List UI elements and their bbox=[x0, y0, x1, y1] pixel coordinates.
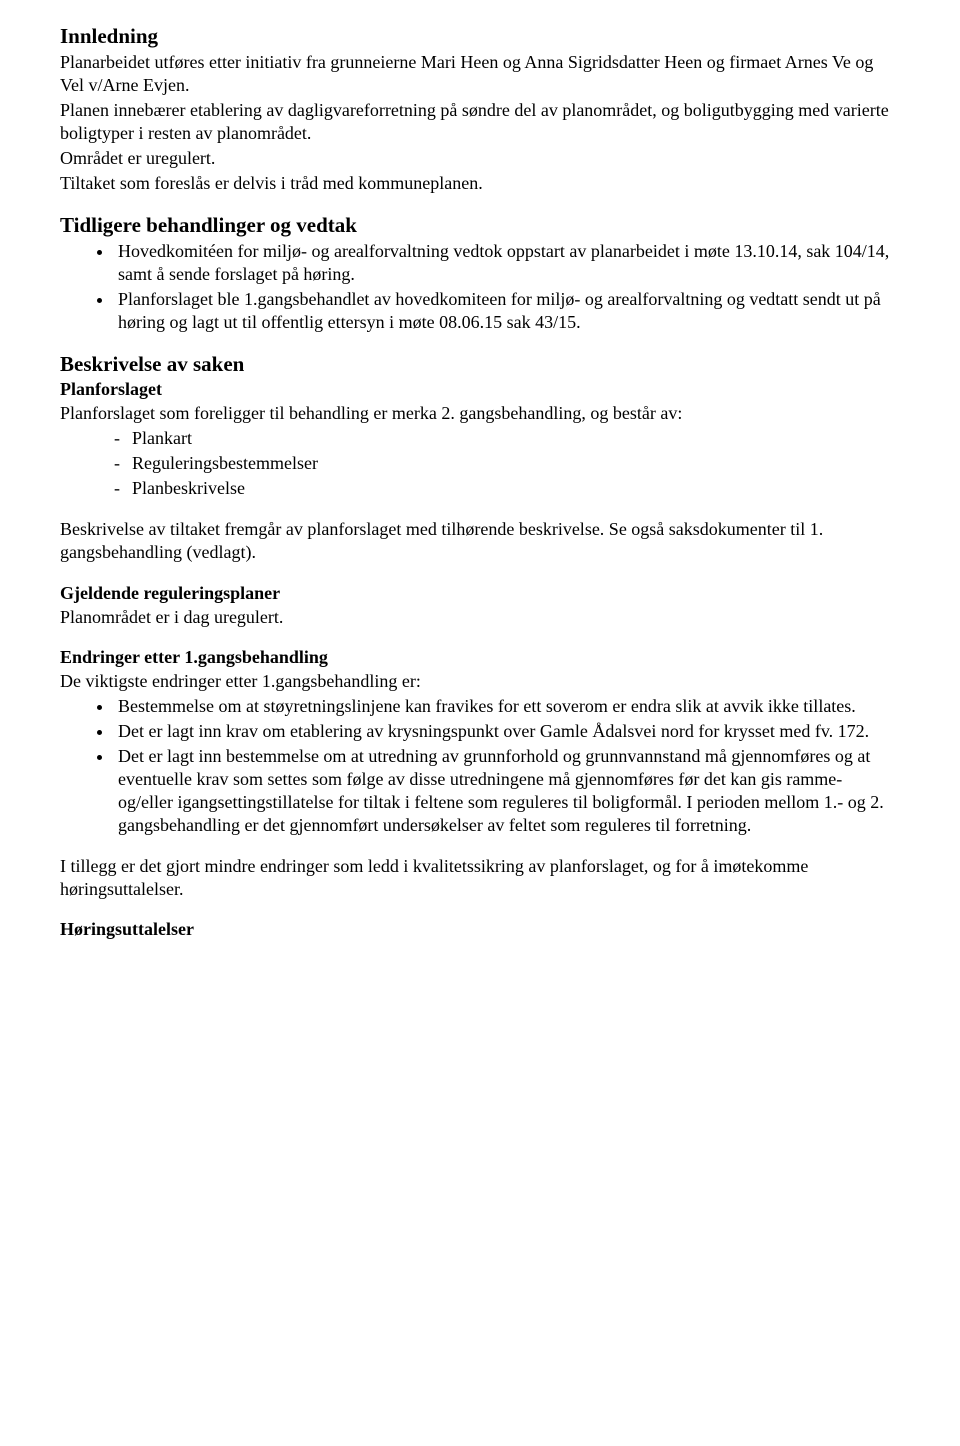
tillegg-paragraph: I tillegg er det gjort mindre endringer … bbox=[60, 855, 900, 901]
innledning-heading: Innledning bbox=[60, 24, 900, 49]
endringer-list: Bestemmelse om at støyretningslinjene ka… bbox=[60, 695, 900, 837]
beskrivelse-heading: Beskrivelse av saken bbox=[60, 352, 900, 377]
endringer-item: Bestemmelse om at støyretningslinjene ka… bbox=[114, 695, 900, 718]
gjeldende-paragraph: Planområdet er i dag uregulert. bbox=[60, 606, 900, 629]
tiltak-block: Beskrivelse av tiltaket fremgår av planf… bbox=[60, 518, 900, 564]
endringer-intro: De viktigste endringer etter 1.gangsbeha… bbox=[60, 670, 900, 693]
innledning-block: Planarbeidet utføres etter initiativ fra… bbox=[60, 51, 900, 195]
tillegg-block: I tillegg er det gjort mindre endringer … bbox=[60, 855, 900, 901]
innledning-p3: Området er uregulert. bbox=[60, 147, 900, 170]
endringer-heading: Endringer etter 1.gangsbehandling bbox=[60, 647, 900, 668]
planforslaget-intro: Planforslaget som foreligger til behandl… bbox=[60, 402, 900, 425]
planforslaget-item: Plankart bbox=[114, 427, 900, 450]
gjeldende-heading: Gjeldende reguleringsplaner bbox=[60, 583, 900, 604]
planforslaget-heading: Planforslaget bbox=[60, 379, 900, 400]
endringer-item: Det er lagt inn bestemmelse om at utredn… bbox=[114, 745, 900, 837]
innledning-p2: Planen innebærer etablering av dagligvar… bbox=[60, 99, 900, 145]
horings-heading: Høringsuttalelser bbox=[60, 919, 900, 940]
tidligere-item: Planforslaget ble 1.gangsbehandlet av ho… bbox=[114, 288, 900, 334]
tidligere-item: Hovedkomitéen for miljø- og arealforvalt… bbox=[114, 240, 900, 286]
document-page: Innledning Planarbeidet utføres etter in… bbox=[0, 0, 960, 1446]
endringer-item: Det er lagt inn krav om etablering av kr… bbox=[114, 720, 900, 743]
tiltak-paragraph: Beskrivelse av tiltaket fremgår av planf… bbox=[60, 518, 900, 564]
tidligere-list: Hovedkomitéen for miljø- og arealforvalt… bbox=[60, 240, 900, 334]
innledning-p4: Tiltaket som foreslås er delvis i tråd m… bbox=[60, 172, 900, 195]
gjeldende-block: Planområdet er i dag uregulert. bbox=[60, 606, 900, 629]
planforslaget-item: Reguleringsbestemmelser bbox=[114, 452, 900, 475]
planforslaget-item: Planbeskrivelse bbox=[114, 477, 900, 500]
planforslaget-list: Plankart Reguleringsbestemmelser Planbes… bbox=[60, 427, 900, 500]
innledning-p1: Planarbeidet utføres etter initiativ fra… bbox=[60, 51, 900, 97]
tidligere-heading: Tidligere behandlinger og vedtak bbox=[60, 213, 900, 238]
